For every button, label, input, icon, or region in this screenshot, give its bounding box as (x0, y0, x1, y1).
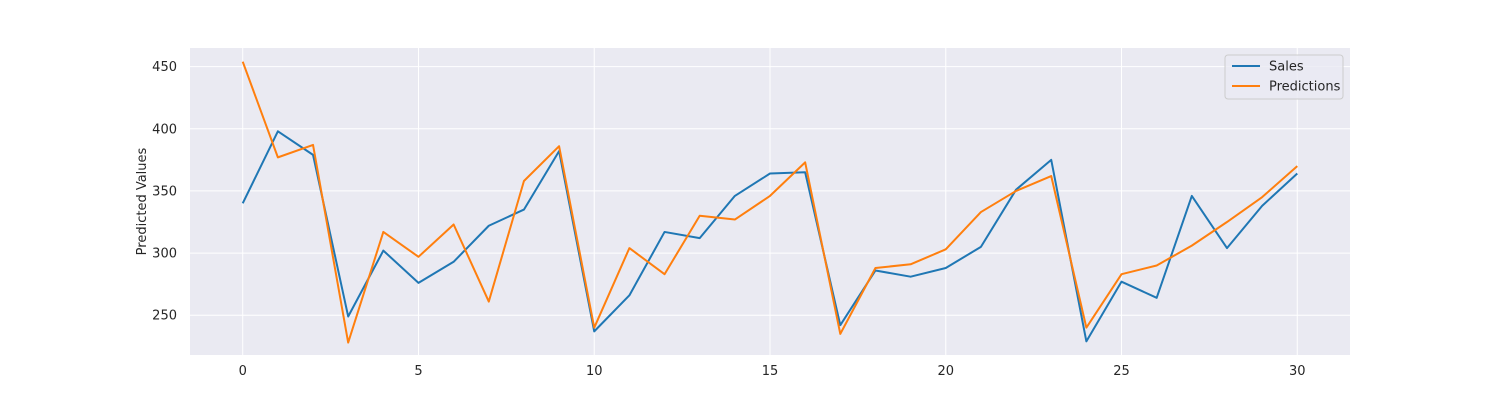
y-tick-label: 450 (152, 60, 177, 75)
tick-labels: 0 5 10 15 20 25 30 250 300 350 400 450 (152, 60, 1305, 379)
series-lines (241, 61, 1298, 344)
x-tick-label: 5 (414, 364, 422, 379)
x-tick-label: 0 (239, 364, 247, 379)
x-tick-label: 20 (937, 364, 954, 379)
x-tick-label: 25 (1113, 364, 1130, 379)
grid (190, 48, 1350, 355)
series-line-predictions (241, 61, 1298, 344)
x-tick-label: 15 (762, 364, 779, 379)
legend-label-sales: Sales (1269, 60, 1304, 75)
y-tick-label: 300 (152, 247, 177, 262)
y-tick-label: 400 (152, 122, 177, 137)
legend-label-predictions: Predictions (1269, 80, 1341, 95)
y-axis-title: Predicted Values (135, 147, 150, 255)
legend: Sales Predictions (1224, 54, 1344, 100)
y-tick-label: 350 (152, 184, 177, 199)
y-tick-label: 250 (152, 309, 177, 324)
x-tick-label: 10 (586, 364, 603, 379)
series-line-sales (241, 130, 1298, 343)
x-tick-label: 30 (1289, 364, 1306, 379)
